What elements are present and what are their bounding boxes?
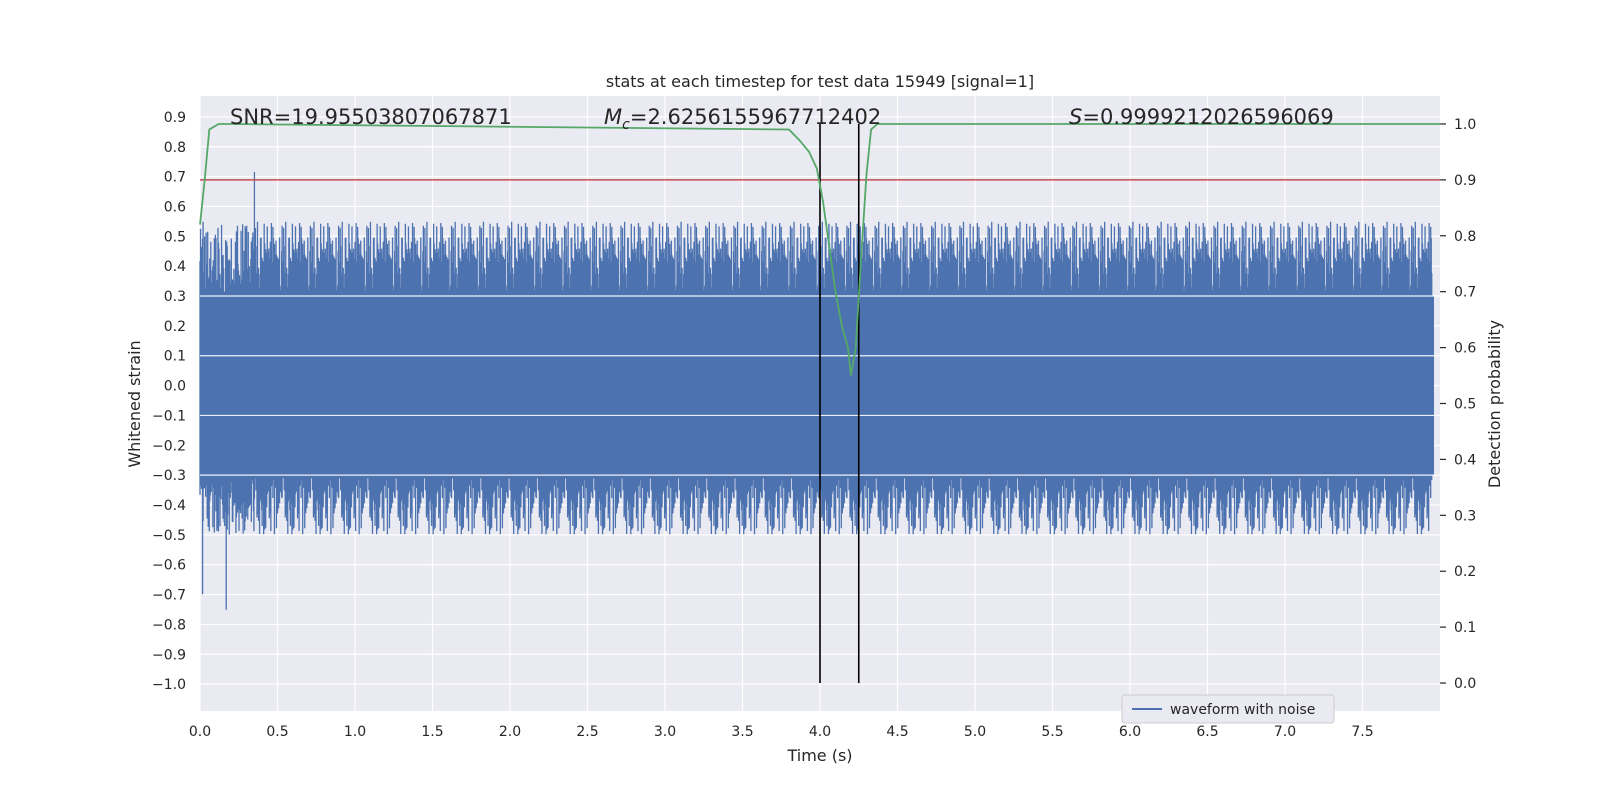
x-tick-label: 5.5 [1041, 724, 1063, 740]
chirp-mass-subscript: c [622, 117, 630, 133]
snr-annotation: SNR=19.95503807067871 [230, 105, 512, 129]
x-tick-label: 0.0 [189, 724, 211, 740]
x-tick-label: 7.5 [1351, 724, 1373, 740]
x-axis-label: Time (s) [786, 746, 852, 765]
overlays [199, 123, 1440, 684]
y2-tick-label: 1.0 [1454, 117, 1476, 133]
chirp-mass-symbol: M [604, 105, 622, 129]
chirp-mass-equals: = [630, 105, 648, 129]
y-tick-label: −0.4 [152, 498, 186, 514]
probability-line [199, 123, 1440, 376]
chart-title: stats at each timestep for test data 159… [606, 72, 1034, 91]
y-tick-label: −0.6 [152, 558, 186, 574]
y-tick-label: 0.8 [164, 140, 186, 156]
waveform-series [199, 172, 1440, 610]
y-tick-label: 0.5 [164, 229, 186, 245]
y2-tick-label: 0.9 [1454, 173, 1476, 189]
x-tick-label: 1.5 [421, 724, 443, 740]
y2-tick-label: 0.4 [1454, 452, 1476, 468]
y-tick-label: −0.5 [152, 528, 186, 544]
y2-tick-label: 0.0 [1454, 676, 1476, 692]
score-symbol: S [1069, 105, 1082, 129]
y-axis-ticks: 0.9 0.8 0.7 0.6 0.5 0.4 0.3 0.2 0.1 0.0 −0.1 −0.2 −0… [152, 110, 186, 693]
x-tick-label: 6.5 [1196, 724, 1218, 740]
y2-axis-ticks: 1.0 0.9 0.8 0.7 0.6 0.5 0.4 0.3 0.2 0.1 0.0 [1440, 117, 1476, 692]
x-tick-label: 2.0 [499, 724, 521, 740]
x-tick-label: 1.0 [344, 724, 366, 740]
y2-tick-label: 0.8 [1454, 229, 1476, 245]
y-tick-label: 0.6 [164, 199, 186, 215]
y2-tick-label: 0.7 [1454, 285, 1476, 301]
y-axis-label: Whitened strain [125, 340, 144, 467]
x-tick-label: 4.5 [886, 724, 908, 740]
x-tick-label: 5.0 [964, 724, 986, 740]
y-tick-label: 0.3 [164, 289, 186, 305]
x-tick-label: 6.0 [1119, 724, 1141, 740]
y-tick-label: 0.1 [164, 349, 186, 365]
legend-label: waveform with noise [1170, 702, 1315, 718]
y-tick-label: 0.2 [164, 319, 186, 335]
y-tick-label: −0.1 [152, 408, 186, 424]
snr-label: SNR= [230, 105, 291, 129]
y2-axis-label: Detection probability [1485, 320, 1504, 488]
x-tick-label: 3.0 [654, 724, 676, 740]
y2-tick-label: 0.6 [1454, 341, 1476, 357]
x-axis-ticks: 0.0 0.5 1.0 1.5 2.0 2.5 3.0 3.5 4.0 4.5 5.0 5.5 6.0 6… [189, 724, 1374, 740]
legend: waveform with noise [1121, 694, 1335, 724]
x-tick-label: 2.5 [576, 724, 598, 740]
score-value: 0.9999212026596069 [1100, 105, 1334, 129]
y-tick-label: −0.7 [152, 588, 186, 604]
y-tick-label: −0.3 [152, 468, 186, 484]
x-tick-label: 0.5 [266, 724, 288, 740]
legend-box [1121, 694, 1335, 724]
y-tick-label: 0.7 [164, 170, 186, 186]
snr-value: 19.95503807067871 [291, 105, 511, 129]
chirp-mass-value: 2.6256155967712402 [647, 105, 881, 129]
y2-tick-label: 0.1 [1454, 620, 1476, 636]
y-tick-label: −1.0 [152, 677, 186, 693]
x-tick-label: 4.0 [809, 724, 831, 740]
y-tick-label: −0.9 [152, 647, 186, 663]
score-equals: = [1082, 105, 1100, 129]
waveform-core-band [200, 296, 1434, 476]
score-annotation: S=0.9999212026596069 [1069, 105, 1334, 129]
chirp-mass-annotation: Mc=2.6256155967712402 [604, 105, 881, 133]
y-tick-label: 0.4 [164, 259, 186, 275]
y-tick-label: 0.0 [164, 379, 186, 395]
x-tick-label: 7.0 [1274, 724, 1296, 740]
x-tick-label: 3.5 [731, 724, 753, 740]
y2-tick-label: 0.5 [1454, 397, 1476, 413]
y2-tick-label: 0.3 [1454, 508, 1476, 524]
y-tick-label: 0.9 [164, 110, 186, 126]
y-tick-label: −0.8 [152, 617, 186, 633]
y2-tick-label: 0.2 [1454, 564, 1476, 580]
y-tick-label: −0.2 [152, 438, 186, 454]
